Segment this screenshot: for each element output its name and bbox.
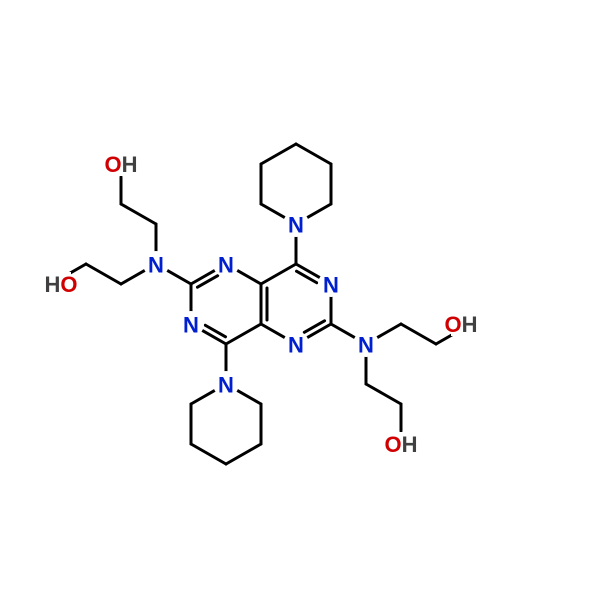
svg-text:N: N	[148, 253, 164, 278]
bond	[121, 270, 145, 284]
svg-text:N: N	[288, 333, 304, 358]
svg-text:N: N	[358, 333, 374, 358]
atom-label-Ne2: N	[143, 251, 169, 278]
bond	[261, 144, 296, 164]
svg-text:OH: OH	[444, 312, 477, 337]
bond	[121, 204, 156, 224]
svg-text:HO: HO	[44, 272, 77, 297]
bond	[202, 330, 226, 344]
svg-text:N: N	[288, 213, 304, 238]
bond	[261, 324, 285, 338]
atom-label-N7: N	[318, 271, 344, 298]
atom-label-Np1: N	[283, 211, 309, 238]
molecule-diagram: N N N N N N N OH OH N HO OH	[0, 0, 600, 600]
bond	[296, 264, 320, 278]
atom-label-O3: HO	[31, 272, 78, 297]
svg-text:N: N	[183, 313, 199, 338]
svg-text:OH: OH	[384, 432, 417, 457]
bond	[331, 324, 355, 338]
bond	[296, 144, 331, 164]
svg-text:OH: OH	[104, 152, 137, 177]
bond	[261, 264, 296, 284]
atom-label-O2: OH	[381, 432, 421, 457]
svg-text:N: N	[323, 273, 339, 298]
bond	[191, 444, 226, 464]
atom-label-O1: OH	[444, 312, 491, 337]
bond	[237, 270, 261, 284]
atom-label-N5: N	[283, 331, 309, 358]
svg-text:N: N	[218, 373, 234, 398]
bond	[377, 324, 401, 338]
svg-text:N: N	[218, 253, 234, 278]
bond	[366, 384, 401, 404]
atom-label-Ne1: N	[353, 331, 379, 358]
bond	[237, 390, 261, 404]
bond	[261, 204, 285, 218]
bond	[191, 270, 215, 284]
bond	[401, 324, 436, 344]
bond	[86, 264, 121, 284]
bond	[307, 204, 331, 218]
atom-label-N1: N	[213, 251, 239, 278]
bond	[226, 444, 261, 464]
bond	[226, 324, 261, 344]
atom-label-N3: N	[178, 311, 204, 338]
bond	[191, 390, 215, 404]
atom-label-Np2: N	[213, 371, 239, 398]
atom-label-O4: OH	[101, 152, 141, 177]
bond	[307, 324, 331, 338]
bond	[167, 270, 191, 284]
